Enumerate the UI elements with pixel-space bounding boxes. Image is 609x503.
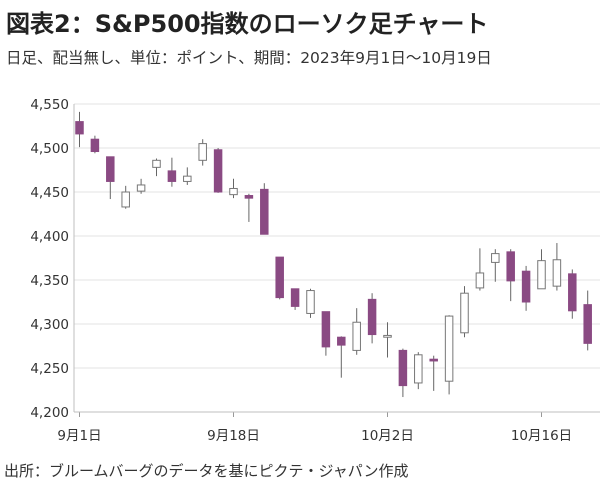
candle <box>414 352 423 390</box>
candle-body-up <box>198 143 207 161</box>
candle-body-down <box>367 298 377 336</box>
candle-body-down <box>521 270 531 303</box>
candle <box>337 336 346 378</box>
candle <box>506 249 515 302</box>
chart-source: 出所：ブルームバーグのデータを基にピクテ・ジャパン作成 <box>4 462 409 480</box>
candle <box>383 322 392 358</box>
candle-body-down <box>275 256 284 299</box>
candle <box>398 348 408 398</box>
candle-body-up <box>552 259 562 287</box>
y-tick-labels: 4,200 4,250 4,300 4,350 4,400 4,450 4,500 4,550 <box>30 97 69 421</box>
candle-body-down <box>260 188 269 235</box>
y-tick-label: 4,200 <box>30 405 69 421</box>
candle <box>90 135 100 154</box>
candle <box>306 288 315 318</box>
candle <box>475 248 485 291</box>
candle <box>583 290 592 351</box>
candles <box>75 111 592 398</box>
candle-body-down <box>321 311 331 348</box>
candle <box>552 243 562 291</box>
y-tick-label: 4,350 <box>30 273 69 289</box>
candle-body-down <box>213 149 223 193</box>
x-tick-label: 10月2日 <box>361 428 414 444</box>
candle-body-up <box>229 187 238 196</box>
candle-body-up <box>383 334 392 338</box>
candle-body-down <box>398 349 408 387</box>
candle <box>568 269 577 319</box>
y-tick-label: 4,500 <box>30 141 69 157</box>
chart-subtitle: 日足、配当無し、単位：ポイント、期間：2023年9月1日～10月19日 <box>6 49 492 67</box>
candle-body-up <box>444 315 454 382</box>
candle <box>167 157 177 187</box>
candle <box>460 286 469 338</box>
candle-body-up <box>121 191 130 208</box>
y-tick-label: 4,450 <box>30 185 69 201</box>
candle <box>198 139 207 166</box>
y-tick-label: 4,550 <box>30 97 69 113</box>
y-tick-label: 4,400 <box>30 229 69 245</box>
y-tick-label: 4,300 <box>30 317 69 333</box>
candle-body-up <box>460 292 469 334</box>
candle-body-up <box>491 253 500 263</box>
candle-body-down <box>244 195 254 199</box>
candle <box>290 288 300 310</box>
candle-body-down <box>583 304 592 344</box>
candle <box>121 185 130 209</box>
candle <box>152 158 161 177</box>
candle <box>244 193 254 222</box>
candle-body-down <box>337 336 346 346</box>
candle <box>429 355 438 391</box>
y-tick-label: 4,250 <box>30 361 69 377</box>
candle-body-down <box>90 138 100 153</box>
candle-body-up <box>475 272 485 289</box>
candle-body-up <box>306 290 315 314</box>
candle-body-up <box>352 321 361 351</box>
candle <box>75 111 84 148</box>
candle <box>537 249 546 290</box>
x-tick-label: 9月18日 <box>207 428 260 444</box>
y-gridlines <box>74 103 600 369</box>
candle <box>352 308 361 355</box>
candle <box>521 265 531 311</box>
x-tick-label: 10月16日 <box>511 428 572 444</box>
candle <box>367 293 377 344</box>
candle <box>491 249 500 282</box>
candle-body-down <box>506 251 515 282</box>
candle-body-down <box>290 288 300 307</box>
candle-body-down <box>429 358 438 362</box>
candle <box>136 178 146 194</box>
candle-body-down <box>568 273 577 312</box>
candle <box>183 167 192 185</box>
x-tick-label: 9月1日 <box>57 428 101 444</box>
chart-title: 図表2：S&P500指数のローソク足チャート <box>6 10 489 38</box>
candle <box>213 148 223 193</box>
candle-body-up <box>183 175 192 182</box>
x-ticks: 9月1日 9月18日 10月2日 10月16日 <box>57 412 572 444</box>
candle-body-up <box>537 260 546 290</box>
candle <box>321 311 331 356</box>
candle-body-down <box>167 170 177 182</box>
candle <box>444 315 454 395</box>
candle-body-down <box>75 121 84 135</box>
candle-body-up <box>136 184 146 192</box>
candle-body-up <box>152 159 161 168</box>
candle-body-down <box>106 156 115 182</box>
candle-body-up <box>414 354 423 384</box>
candle <box>260 183 269 235</box>
candle <box>106 156 115 200</box>
candle <box>275 256 284 300</box>
candle <box>229 178 238 199</box>
